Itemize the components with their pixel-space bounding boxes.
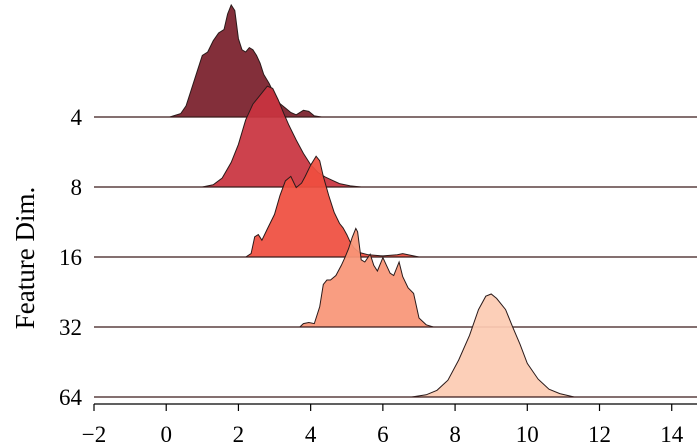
x-tick-label: 8 (449, 422, 461, 447)
x-tick-label: 12 (588, 422, 611, 447)
y-tick-label: 32 (59, 315, 82, 340)
x-tick-label: 6 (377, 422, 389, 447)
ridge-area-64 (411, 294, 575, 397)
x-tick-label: 14 (660, 422, 684, 447)
y-tick-label: 16 (59, 245, 82, 270)
ridge-outline-8 (202, 85, 362, 188)
x-tick-label: 2 (233, 422, 245, 447)
ridge-outline-16 (245, 155, 420, 258)
ridge-outline-4 (169, 3, 322, 118)
ridge-area-16 (245, 156, 419, 257)
y-axis-title: Feature Dim. (10, 187, 40, 329)
x-axis: −2 0 2 4 6 8 10 12 14 (82, 403, 697, 447)
ridge-64 (94, 293, 697, 398)
x-tick-label: 4 (305, 422, 317, 447)
x-tick-label: 10 (516, 422, 539, 447)
x-tick-label: −2 (82, 422, 106, 447)
ridge-area-32 (299, 228, 434, 327)
ridge-outline-32 (299, 227, 434, 328)
ridge-32 (94, 227, 697, 328)
ridge-16 (94, 155, 697, 258)
ridge-8 (94, 85, 697, 188)
x-tick-label: 0 (160, 422, 172, 447)
ridge-area-8 (202, 86, 362, 187)
y-tick-label: 4 (71, 105, 83, 130)
ridge-4 (94, 3, 697, 118)
y-tick-labels: 4 8 16 32 64 (59, 105, 83, 410)
y-tick-label: 8 (71, 175, 83, 200)
y-tick-label: 64 (59, 385, 83, 410)
ridges (94, 3, 697, 398)
ridge-outline-64 (411, 293, 575, 398)
ridge-area-4 (169, 5, 322, 117)
